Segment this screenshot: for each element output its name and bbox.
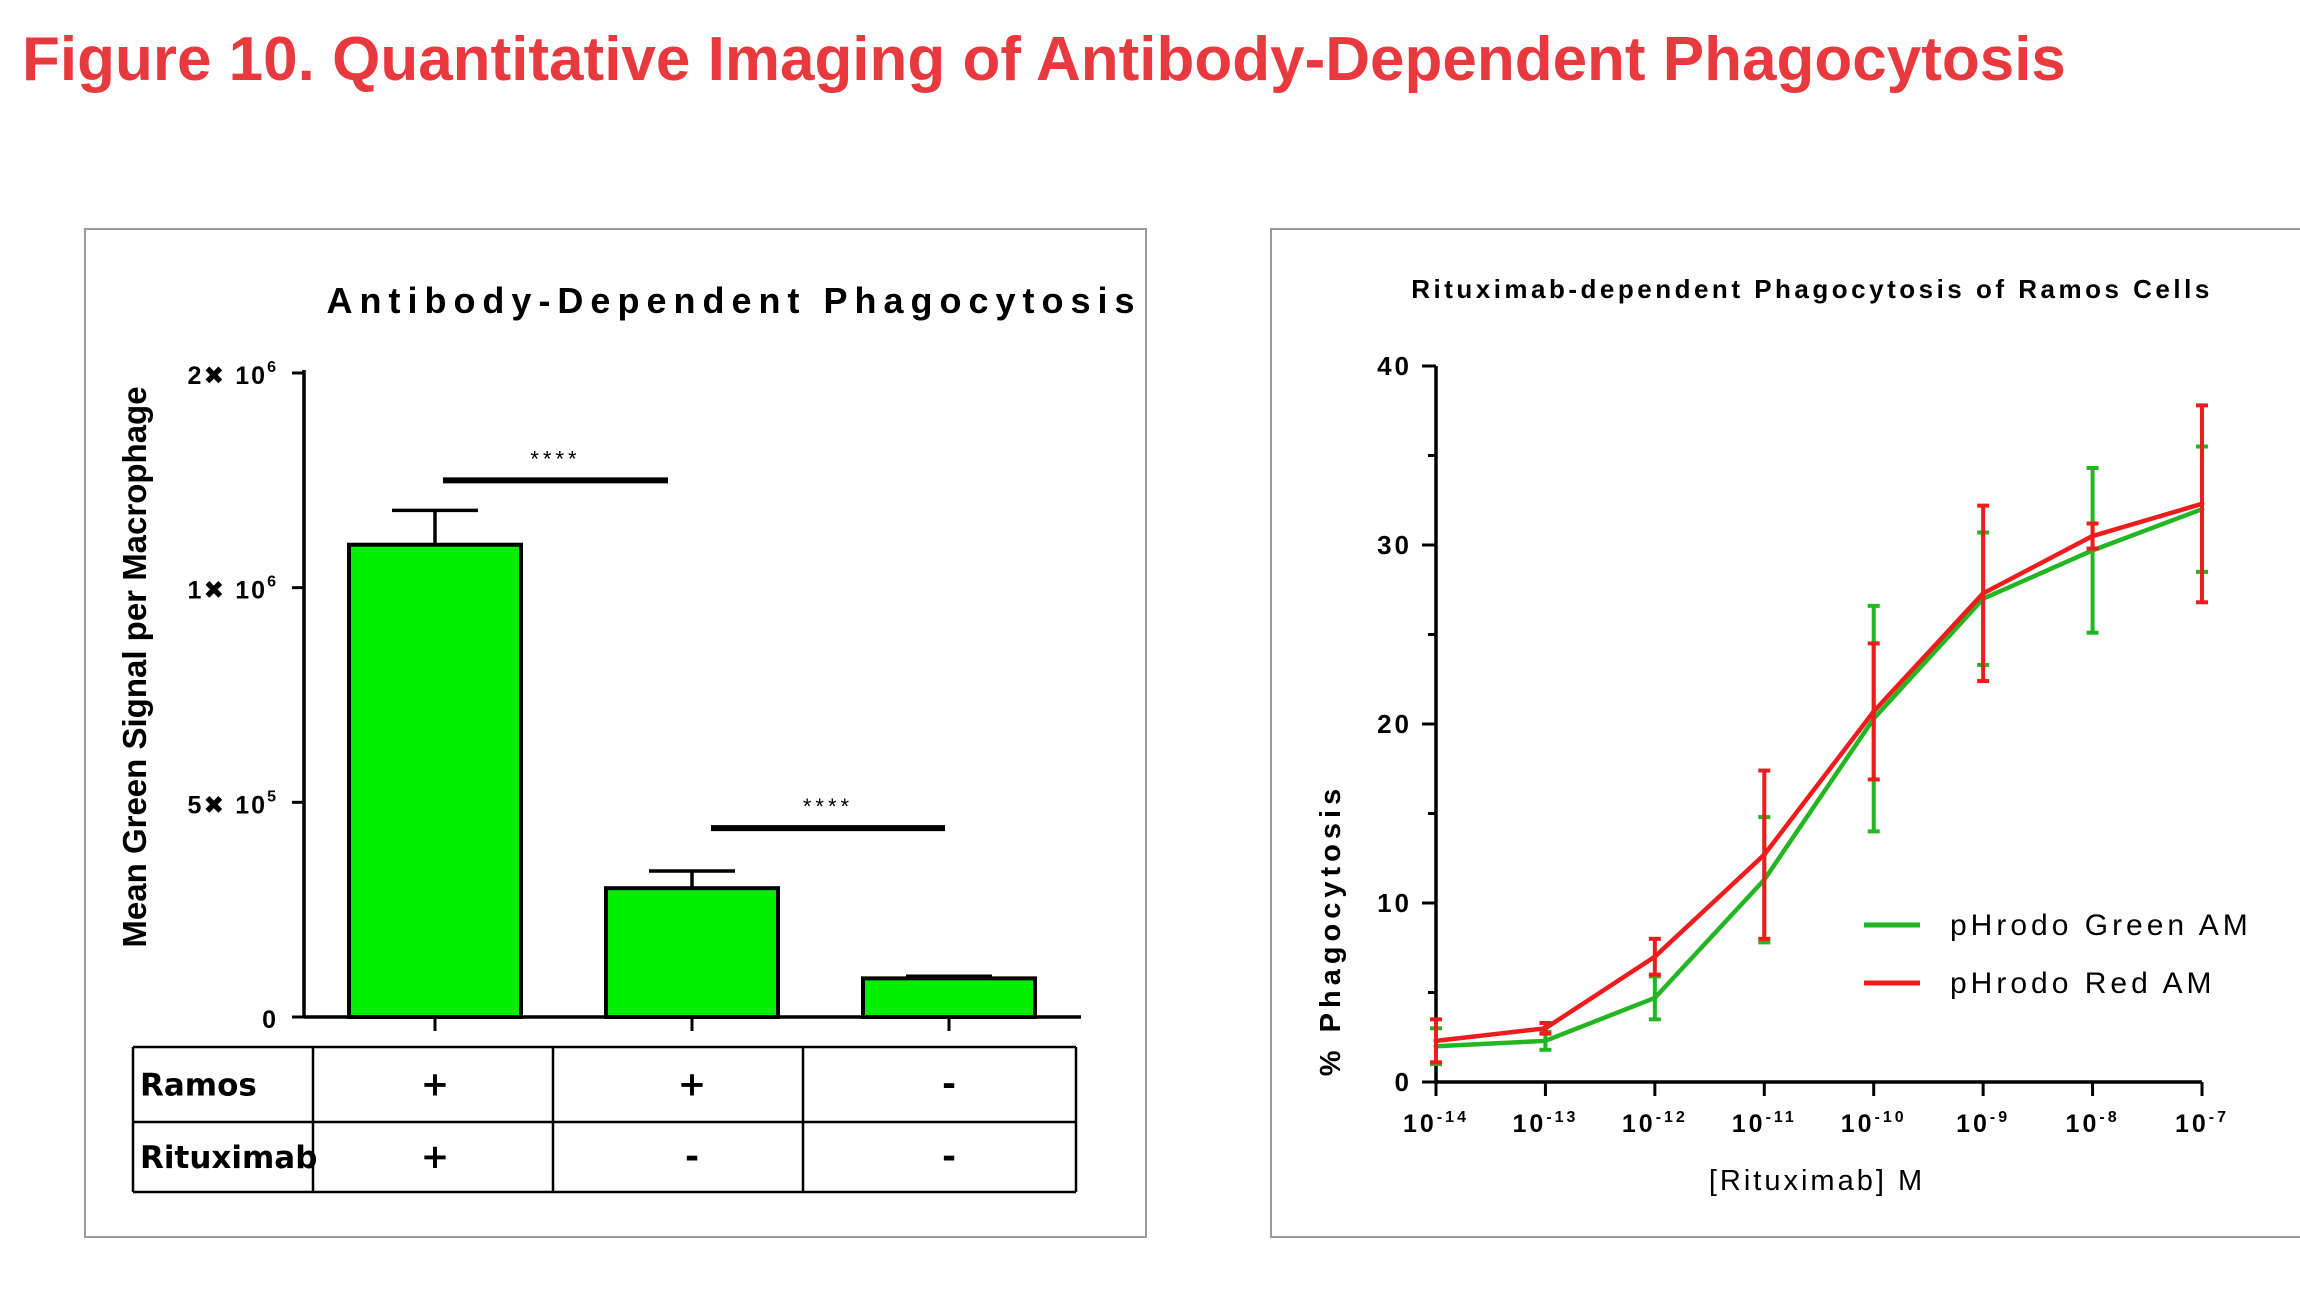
bar-chart-bars [347,508,1037,1031]
data-point [2090,533,2096,539]
data-point [1542,1025,1548,1031]
series-line [1435,501,2203,1044]
data-point [2199,501,2205,507]
x-tick-label: 10-13 [1512,1109,1578,1138]
x-tick-exponent: -11 [1766,1109,1797,1126]
condition-table: Ramos + + - Rituximab + - - [131,1045,1078,1194]
x-tick-exponent: -9 [1990,1109,2010,1126]
y-tick-label: 10 [1377,888,1412,918]
y-tick-label: 40 [1377,351,1412,381]
table-cell: + [421,1065,450,1105]
line-chart-series [1430,403,2208,1067]
line-chart-title: Rituximab-dependent Phagocytosis of Ramo… [1411,274,2213,304]
y-tick-label: 0 [1395,1067,1412,1097]
line-chart: Rituximab-dependent Phagocytosis of Ramo… [1315,274,2252,1197]
bar [347,542,523,1019]
x-tick-exponent: -7 [2209,1109,2229,1126]
legend-label: pHrodo Green AM [1950,909,2252,942]
table-cell: - [942,1137,956,1177]
bar-chart-panel: Antibody-Dependent Phagocytosis Mean Gre… [84,228,1147,1238]
significance-label: **** [530,446,580,471]
data-point [1542,1038,1548,1044]
legend-label: pHrodo Red AM [1950,967,2215,1000]
line-chart-legend: pHrodo Green AM pHrodo Red AM [1864,909,2252,1000]
bar [861,976,1037,1019]
y-tick-base: 1✖ 10 [187,577,267,605]
x-tick-base: 10 [1956,1110,1990,1138]
bar-chart-ylabel: Mean Green Signal per Macrophage [116,386,153,947]
x-tick-exponent: -14 [1437,1109,1469,1126]
y-tick-exponent: 6 [267,359,278,376]
line-chart-ylabel: % Phagocytosis [1315,784,1347,1076]
significance-label: **** [803,794,853,819]
line-chart-xlabel: [Rituximab] M [1709,1165,1925,1197]
table-cell: + [421,1137,450,1177]
x-tick-label: 10-12 [1622,1109,1688,1138]
y-tick-label: 2✖ 106 [187,359,278,390]
y-tick-label: 30 [1377,530,1412,560]
data-point [1761,852,1767,858]
y-tick-exponent: 6 [267,574,278,591]
bar-chart: Antibody-Dependent Phagocytosis Mean Gre… [116,280,1141,1194]
table-row-label: Rituximab [140,1140,317,1176]
data-point [1871,708,1877,714]
y-tick-label: 0 [262,1006,278,1034]
table-cell: - [685,1137,699,1177]
x-tick-base: 10 [1622,1110,1656,1138]
y-tick-label: 5✖ 105 [187,788,278,819]
series-red [1430,403,2208,1065]
x-tick-label: 10-14 [1403,1109,1469,1138]
y-tick-base: 0 [262,1006,278,1034]
bar-chart-title: Antibody-Dependent Phagocytosis [326,280,1141,321]
line-chart-panel: Rituximab-dependent Phagocytosis of Ramo… [1270,228,2300,1238]
series-line [1435,507,2203,1049]
data-point [1433,1038,1439,1044]
data-point [1980,590,1986,596]
x-tick-base: 10 [1512,1110,1546,1138]
x-tick-base: 10 [2175,1110,2209,1138]
x-tick-exponent: -13 [1546,1109,1578,1126]
y-tick-label: 1✖ 106 [187,574,278,605]
table-cell: - [942,1065,956,1105]
x-tick-label: 10-10 [1841,1109,1907,1138]
y-tick-exponent: 5 [267,788,278,805]
data-point [1652,954,1658,960]
y-tick-label: 20 [1377,709,1412,739]
x-tick-label: 10-11 [1732,1109,1797,1138]
x-tick-exponent: -8 [2099,1109,2119,1126]
x-tick-exponent: -10 [1875,1109,1907,1126]
x-tick-base: 10 [2066,1110,2100,1138]
table-cell: + [678,1065,707,1105]
table-row-label: Ramos [140,1068,257,1104]
y-tick-base: 2✖ 10 [187,362,267,390]
x-tick-label: 10-7 [2175,1109,2229,1138]
x-tick-base: 10 [1732,1110,1766,1138]
data-point [1652,995,1658,1001]
x-tick-base: 10 [1841,1110,1875,1138]
x-tick-label: 10-9 [1956,1109,2010,1138]
significance-brackets: **** **** [443,446,945,832]
bar [604,886,780,1020]
x-tick-label: 10-8 [2066,1109,2120,1138]
x-tick-exponent: -12 [1656,1109,1688,1126]
figure-title: Figure 10. Quantitative Imaging of Antib… [22,25,2066,94]
x-tick-base: 10 [1403,1110,1437,1138]
y-tick-base: 5✖ 10 [187,791,267,819]
